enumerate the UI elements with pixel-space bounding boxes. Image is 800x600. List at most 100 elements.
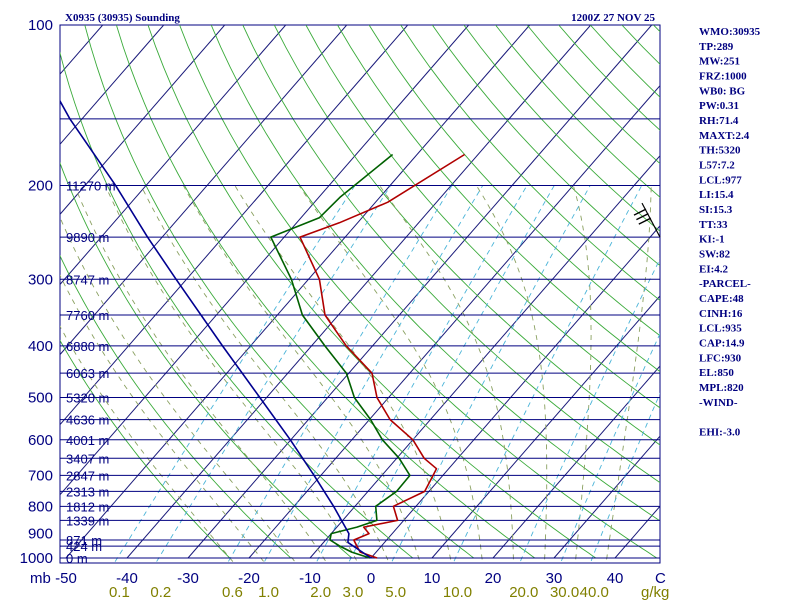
temperature-tick-label: -20 [238,570,260,587]
wind-barb [633,202,661,238]
temperature-unit-label: C [655,570,666,587]
pressure-tick-label: 400 [28,338,53,355]
isotherm-line [60,25,287,286]
temperature-tick-label: -40 [116,570,138,587]
isotherm-line [60,25,348,356]
index-line: LCL:977 [699,174,742,186]
isotherm-line [431,295,660,559]
mixing-ratio-line [226,185,453,563]
pressure-tick-labels: 100 200 300 400 500 600 700 800 900 1000 [20,17,53,567]
temperature-line [299,153,466,559]
mixing-ratio-line [155,185,392,563]
moist-adiabat-line [182,185,421,563]
isotherm-lines [60,25,800,559]
index-line: LI:15.4 [699,189,734,201]
temperature-tick-label: 40 [607,570,624,587]
mixing-ratio-label: 30.0 [550,584,579,600]
height-label: 424 m [66,539,102,554]
index-line: MAXT:2.4 [699,130,750,142]
moist-adiabat-line [605,185,652,563]
height-label: 1339 m [66,513,109,528]
mixing-ratio-line [113,185,356,563]
height-label: 6880 m [66,339,109,354]
index-line: SW:82 [699,248,731,260]
pressure-tick-label: 700 [28,467,53,484]
index-line: RH:71.4 [699,115,739,127]
temperature-tick-label: 20 [485,570,502,587]
pressure-tick-label: 500 [28,390,53,407]
sounding-time: 1200Z 27 NOV 25 [571,12,655,24]
pressure-tick-label: 600 [28,432,53,449]
station-title: X0935 (30935) Sounding [65,12,180,24]
parcel-line [60,99,372,559]
height-label: 2847 m [66,468,109,483]
index-line: LFC:930 [699,352,742,364]
moist-adiabat-line [572,185,592,563]
moist-adiabat-lines [60,185,652,563]
index-line: MPL:820 [699,382,744,394]
sounding-indices-panel: WMO:30935 TP:289 MW:251 FRZ:1000 WB0: BG PW:0… [699,26,761,438]
index-line: MW:251 [699,56,740,68]
index-line: CINH:16 [699,308,743,320]
isotherm-line [248,84,660,559]
moist-adiabat-line [60,325,235,563]
isotherm-line [60,25,470,496]
index-line: CAP:14.9 [699,337,745,349]
mixing-ratio-label: 40.0 [580,584,609,600]
temperature-tick-label: -10 [299,570,321,587]
mixing-ratio-line [589,392,660,563]
moist-adiabat-line [476,185,548,563]
height-label: 871 m [66,533,102,548]
temperature-tick-label: 30 [546,570,563,587]
isotherm-line [309,154,660,559]
isobar-lines [60,118,660,559]
index-line: L57:7.2 [699,159,735,171]
mixing-ratio-line [452,185,643,563]
mixing-ratio-label: 0.1 [109,584,130,600]
sounding-profiles [60,99,466,559]
isotherm-line [60,25,409,426]
moist-adiabat-line [298,185,483,563]
pressure-tick-label: 900 [28,526,53,543]
pressure-tick-label: 200 [28,177,53,194]
height-label: 7760 m [66,308,109,323]
temperature-tick-label: 0 [367,570,375,587]
mixing-ratio-label: 3.0 [343,584,364,600]
index-line: CAPE:48 [699,293,744,305]
isotherm-line [187,25,653,559]
moist-adiabat-line [379,185,514,563]
wind-barbs [633,202,661,238]
height-label: 5320 m [66,391,109,406]
height-label: 3407 m [66,451,109,466]
mixing-ratio-line [560,332,660,563]
plot-area [59,24,661,564]
index-line: -WIND- [699,397,738,409]
dry-adiabat-line [748,25,800,558]
height-label: 8747 m [66,272,109,287]
mixing-ratio-unit-label: g/kg [641,584,669,600]
moist-adiabat-line [234,185,452,563]
pressure-tick-label: 300 [28,271,53,288]
index-line: SI:15.3 [699,204,733,216]
mixing-ratio-label: 1.0 [258,584,279,600]
isotherm-line [737,25,800,558]
pressure-unit-label: mb [30,570,51,587]
moist-adiabat-line [74,185,328,563]
index-line: EHI:-3.0 [699,426,741,438]
height-label: 4636 m [66,413,109,428]
index-line: -PARCEL- [699,278,751,290]
mixing-ratio-label: 10.0 [443,584,472,600]
isotherm-line [126,25,592,559]
index-line: TP:289 [699,41,734,53]
temperature-tick-label: 10 [424,570,441,587]
mixing-ratio-label: 2.0 [310,584,331,600]
height-label: 11270 m [66,178,116,193]
index-line: TT:33 [699,219,728,231]
isotherm-line [492,365,660,559]
dewpoint-line [270,153,411,559]
pressure-tick-label: 800 [28,498,53,515]
moist-adiabat-line [60,216,297,563]
temperature-tick-labels: -50 -40 -30 -20 -10 0 10 20 30 40 [55,570,623,587]
